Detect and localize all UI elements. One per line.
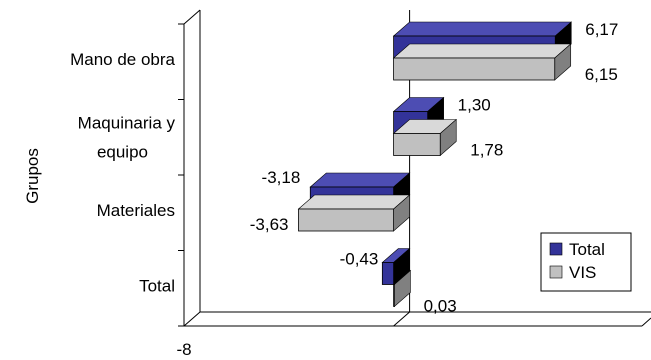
category-label-materiales: Materiales (97, 201, 175, 220)
y-axis-title: Grupos (23, 148, 42, 204)
bar-total-total (381, 247, 411, 286)
data-label-vis-maquinaria-y-equipo: 1,78 (470, 141, 503, 160)
category-labels: Mano de obra Maquinaria y equipo Materiales… (70, 50, 175, 296)
legend-swatch-vis (549, 265, 563, 279)
data-labels: 6,17 6,15 1,30 1,78 -3,18 -3,63 -0,43 0,03 (250, 20, 619, 316)
x-tick-labels: -8 (176, 340, 191, 359)
bar-front-face (393, 284, 396, 307)
plot-frame (183, 9, 651, 327)
floor-right-edge (641, 317, 651, 327)
bar-top-face (297, 194, 411, 210)
legend-label-total: Total (569, 240, 605, 259)
data-label-vis-materiales: -3,63 (250, 215, 289, 234)
category-label-mano-de-obra: Mano de obra (70, 50, 175, 69)
data-label-total-total: -0,43 (340, 250, 379, 269)
legend-box (540, 232, 632, 292)
category-label-total: Total (139, 277, 175, 296)
y-axis-ticks (178, 23, 184, 327)
left-wall-top-edge (183, 9, 201, 25)
data-label-total-materiales: -3,18 (262, 168, 301, 187)
bar-front-face (381, 262, 395, 285)
back-wall (200, 10, 651, 312)
category-label-maquinaria-y-equipo: Maquinaria y equipo (78, 114, 176, 162)
bar-top-face (309, 172, 411, 188)
bar-vis-mano-de-obra (392, 43, 572, 81)
x-tick-label-8: -8 (176, 340, 191, 359)
bar-vis-materiales (297, 194, 411, 232)
data-label-vis-total: 0,03 (424, 297, 457, 316)
zero-line-floor (393, 311, 410, 327)
floor-left-edge (183, 311, 201, 327)
data-label-total-maquinaria-y-equipo: 1,30 (458, 96, 491, 115)
data-label-vis-mano-de-obra: 6,15 (585, 65, 618, 84)
legend-label-vis: VIS (569, 263, 596, 282)
bar-vis-maquinaria-y-equipo (392, 118, 458, 157)
bar-front-face (298, 208, 394, 232)
bar-front-face (393, 133, 441, 156)
legend-swatch-total (549, 242, 563, 256)
bars (297, 21, 573, 308)
bar-top-face (392, 21, 573, 37)
legend: Total VIS (540, 232, 632, 292)
bar-vis-total (392, 269, 412, 308)
legend-items: Total VIS (549, 240, 605, 282)
bar-top-face (392, 43, 572, 59)
bar-front-face (393, 57, 556, 81)
data-label-total-mano-de-obra: 6,17 (585, 20, 618, 39)
